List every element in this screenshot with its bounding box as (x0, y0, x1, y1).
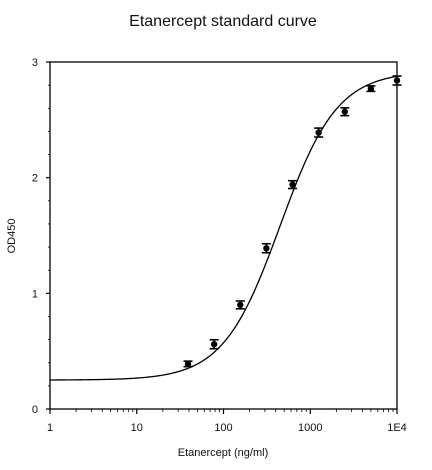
point-marker (289, 181, 296, 188)
x-tick-label: 1000 (298, 422, 322, 434)
x-axis-label: Etanercept (ng/ml) (178, 447, 268, 459)
data-point (288, 179, 298, 190)
y-axis: 0 1 2 3 (32, 57, 50, 416)
chart-title: Etanercept standard curve (129, 13, 317, 30)
y-tick-label: 3 (32, 57, 38, 69)
data-point (261, 242, 271, 254)
data-point (235, 300, 245, 310)
point-marker (393, 77, 401, 84)
y-axis-label: OD450 (6, 219, 18, 254)
point-marker (367, 85, 375, 92)
data-point (314, 127, 324, 138)
point-marker (263, 245, 270, 252)
data-points (183, 75, 402, 368)
data-point (183, 360, 193, 368)
point-marker (184, 360, 192, 368)
point-marker (237, 301, 244, 309)
data-point (392, 75, 402, 86)
data-point (209, 338, 219, 350)
point-marker (315, 129, 322, 136)
x-axis: 1 10 100 1000 1E4 (47, 409, 407, 434)
y-tick-label: 0 (32, 404, 38, 416)
fit-curve-line (49, 75, 398, 381)
point-marker (341, 108, 348, 115)
data-point (340, 107, 350, 117)
data-point (366, 85, 376, 93)
x-tick-label: 100 (214, 422, 232, 434)
y-tick-label: 1 (32, 288, 38, 300)
x-tick-label: 10 (131, 422, 143, 434)
point-marker (210, 341, 218, 348)
y-tick-label: 2 (32, 173, 38, 185)
x-tick-label: 1E4 (387, 422, 407, 434)
x-tick-label: 1 (47, 422, 53, 434)
